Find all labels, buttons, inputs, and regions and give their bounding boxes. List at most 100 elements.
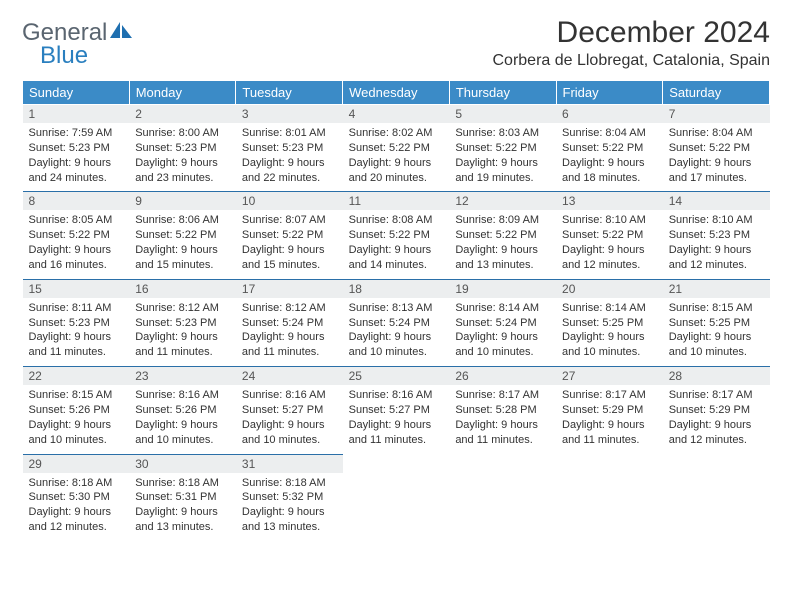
daylight-text-2: and 14 minutes. [349, 258, 444, 273]
daylight-text-1: Daylight: 9 hours [242, 243, 337, 258]
daylight-text-2: and 10 minutes. [562, 345, 657, 360]
daylight-text-1: Daylight: 9 hours [669, 156, 764, 171]
sunset-text: Sunset: 5:26 PM [29, 403, 124, 418]
sunset-text: Sunset: 5:30 PM [29, 490, 124, 505]
day-details: Sunrise: 8:15 AMSunset: 5:26 PMDaylight:… [23, 385, 130, 453]
sunrise-text: Sunrise: 8:16 AM [349, 388, 444, 403]
sunset-text: Sunset: 5:23 PM [29, 316, 124, 331]
calendar-cell: 31Sunrise: 8:18 AMSunset: 5:32 PMDayligh… [236, 454, 343, 541]
daylight-text-2: and 15 minutes. [242, 258, 337, 273]
sunrise-text: Sunrise: 8:05 AM [29, 213, 124, 228]
calendar-cell: 26Sunrise: 8:17 AMSunset: 5:28 PMDayligh… [449, 367, 556, 454]
sunset-text: Sunset: 5:23 PM [242, 141, 337, 156]
sunset-text: Sunset: 5:22 PM [562, 228, 657, 243]
day-details: Sunrise: 8:08 AMSunset: 5:22 PMDaylight:… [343, 210, 450, 278]
day-number: 19 [449, 280, 556, 298]
sunrise-text: Sunrise: 8:11 AM [29, 301, 124, 316]
calendar-cell: 10Sunrise: 8:07 AMSunset: 5:22 PMDayligh… [236, 192, 343, 279]
calendar-cell: 14Sunrise: 8:10 AMSunset: 5:23 PMDayligh… [663, 192, 770, 279]
day-details: Sunrise: 8:06 AMSunset: 5:22 PMDaylight:… [129, 210, 236, 278]
day-details: Sunrise: 8:18 AMSunset: 5:31 PMDaylight:… [129, 473, 236, 541]
sunset-text: Sunset: 5:22 PM [669, 141, 764, 156]
daylight-text-1: Daylight: 9 hours [29, 156, 124, 171]
day-header: Wednesday [343, 81, 450, 105]
calendar-cell [556, 454, 663, 541]
day-number: 31 [236, 455, 343, 473]
sunrise-text: Sunrise: 8:09 AM [455, 213, 550, 228]
sunrise-text: Sunrise: 8:10 AM [562, 213, 657, 228]
day-details: Sunrise: 7:59 AMSunset: 5:23 PMDaylight:… [23, 123, 130, 191]
day-details: Sunrise: 8:15 AMSunset: 5:25 PMDaylight:… [663, 298, 770, 366]
calendar-week: 22Sunrise: 8:15 AMSunset: 5:26 PMDayligh… [23, 367, 770, 454]
sunrise-text: Sunrise: 8:04 AM [669, 126, 764, 141]
calendar-cell [449, 454, 556, 541]
day-details: Sunrise: 8:04 AMSunset: 5:22 PMDaylight:… [663, 123, 770, 191]
day-details: Sunrise: 8:18 AMSunset: 5:30 PMDaylight:… [23, 473, 130, 541]
calendar-week: 15Sunrise: 8:11 AMSunset: 5:23 PMDayligh… [23, 279, 770, 366]
sunrise-text: Sunrise: 8:00 AM [135, 126, 230, 141]
sunset-text: Sunset: 5:22 PM [349, 141, 444, 156]
day-number: 22 [23, 367, 130, 385]
calendar-cell: 19Sunrise: 8:14 AMSunset: 5:24 PMDayligh… [449, 279, 556, 366]
sunset-text: Sunset: 5:25 PM [669, 316, 764, 331]
daylight-text-2: and 10 minutes. [349, 345, 444, 360]
day-details: Sunrise: 8:17 AMSunset: 5:29 PMDaylight:… [556, 385, 663, 453]
calendar-cell: 6Sunrise: 8:04 AMSunset: 5:22 PMDaylight… [556, 105, 663, 192]
daylight-text-2: and 18 minutes. [562, 171, 657, 186]
calendar-cell [343, 454, 450, 541]
daylight-text-2: and 12 minutes. [562, 258, 657, 273]
day-number: 5 [449, 105, 556, 123]
sunset-text: Sunset: 5:22 PM [135, 228, 230, 243]
sunset-text: Sunset: 5:24 PM [455, 316, 550, 331]
sunrise-text: Sunrise: 8:07 AM [242, 213, 337, 228]
daylight-text-2: and 10 minutes. [455, 345, 550, 360]
calendar-cell: 29Sunrise: 8:18 AMSunset: 5:30 PMDayligh… [23, 454, 130, 541]
calendar-cell: 16Sunrise: 8:12 AMSunset: 5:23 PMDayligh… [129, 279, 236, 366]
calendar-cell: 25Sunrise: 8:16 AMSunset: 5:27 PMDayligh… [343, 367, 450, 454]
daylight-text-1: Daylight: 9 hours [669, 330, 764, 345]
daylight-text-2: and 11 minutes. [135, 345, 230, 360]
daylight-text-2: and 20 minutes. [349, 171, 444, 186]
sunset-text: Sunset: 5:22 PM [455, 141, 550, 156]
sunset-text: Sunset: 5:24 PM [349, 316, 444, 331]
daylight-text-1: Daylight: 9 hours [242, 418, 337, 433]
sunset-text: Sunset: 5:29 PM [669, 403, 764, 418]
day-header: Friday [556, 81, 663, 105]
daylight-text-1: Daylight: 9 hours [135, 505, 230, 520]
calendar-table: Sunday Monday Tuesday Wednesday Thursday… [22, 80, 770, 541]
calendar-cell: 15Sunrise: 8:11 AMSunset: 5:23 PMDayligh… [23, 279, 130, 366]
day-details: Sunrise: 8:12 AMSunset: 5:24 PMDaylight:… [236, 298, 343, 366]
sunrise-text: Sunrise: 8:18 AM [135, 476, 230, 491]
sunset-text: Sunset: 5:22 PM [29, 228, 124, 243]
calendar-week: 8Sunrise: 8:05 AMSunset: 5:22 PMDaylight… [23, 192, 770, 279]
header: General Blue December 2024 Corbera de Ll… [22, 16, 770, 70]
day-details: Sunrise: 8:01 AMSunset: 5:23 PMDaylight:… [236, 123, 343, 191]
daylight-text-1: Daylight: 9 hours [562, 156, 657, 171]
calendar-cell: 11Sunrise: 8:08 AMSunset: 5:22 PMDayligh… [343, 192, 450, 279]
daylight-text-1: Daylight: 9 hours [242, 330, 337, 345]
sunset-text: Sunset: 5:24 PM [242, 316, 337, 331]
sunrise-text: Sunrise: 8:06 AM [135, 213, 230, 228]
day-number: 23 [129, 367, 236, 385]
daylight-text-1: Daylight: 9 hours [562, 243, 657, 258]
sunrise-text: Sunrise: 8:13 AM [349, 301, 444, 316]
sunset-text: Sunset: 5:23 PM [669, 228, 764, 243]
sunset-text: Sunset: 5:22 PM [455, 228, 550, 243]
daylight-text-2: and 10 minutes. [242, 433, 337, 448]
calendar-cell: 9Sunrise: 8:06 AMSunset: 5:22 PMDaylight… [129, 192, 236, 279]
daylight-text-1: Daylight: 9 hours [242, 156, 337, 171]
sunset-text: Sunset: 5:32 PM [242, 490, 337, 505]
day-header: Thursday [449, 81, 556, 105]
sunset-text: Sunset: 5:25 PM [562, 316, 657, 331]
day-details: Sunrise: 8:07 AMSunset: 5:22 PMDaylight:… [236, 210, 343, 278]
sunrise-text: Sunrise: 8:16 AM [135, 388, 230, 403]
calendar-cell: 13Sunrise: 8:10 AMSunset: 5:22 PMDayligh… [556, 192, 663, 279]
day-details: Sunrise: 8:04 AMSunset: 5:22 PMDaylight:… [556, 123, 663, 191]
sunset-text: Sunset: 5:23 PM [135, 316, 230, 331]
daylight-text-2: and 16 minutes. [29, 258, 124, 273]
daylight-text-1: Daylight: 9 hours [135, 418, 230, 433]
day-details: Sunrise: 8:10 AMSunset: 5:23 PMDaylight:… [663, 210, 770, 278]
day-number: 21 [663, 280, 770, 298]
day-number: 30 [129, 455, 236, 473]
day-number: 17 [236, 280, 343, 298]
